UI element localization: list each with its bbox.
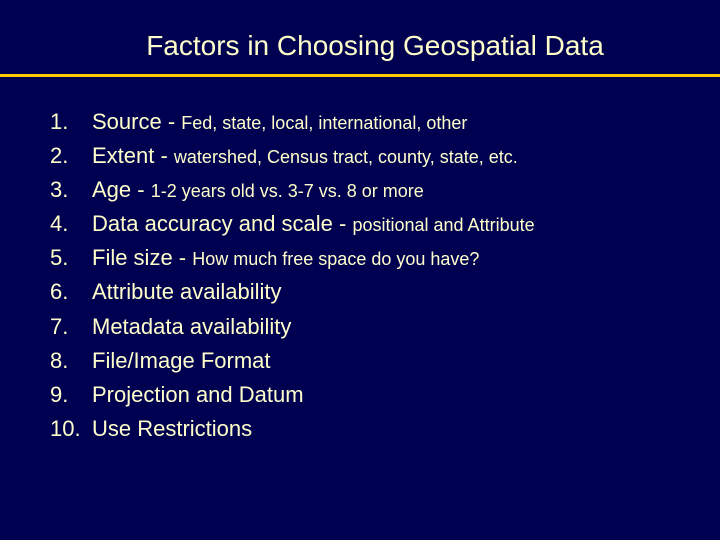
item-number: 10. — [50, 412, 92, 446]
item-content: Metadata availability — [92, 310, 680, 344]
item-main: Projection and Datum — [92, 382, 304, 407]
item-number: 7. — [50, 310, 92, 344]
item-content: File/Image Format — [92, 344, 680, 378]
title-divider — [0, 74, 720, 77]
item-main: File size - — [92, 245, 192, 270]
item-content: Use Restrictions — [92, 412, 680, 446]
list-item: 3. Age - 1-2 years old vs. 3-7 vs. 8 or … — [50, 173, 680, 207]
item-number: 1. — [50, 105, 92, 139]
item-main: Data accuracy and scale - — [92, 211, 352, 236]
item-main: File/Image Format — [92, 348, 271, 373]
item-number: 8. — [50, 344, 92, 378]
item-detail: How much free space do you have? — [192, 249, 479, 269]
item-main: Attribute availability — [92, 279, 282, 304]
list-item: 1. Source - Fed, state, local, internati… — [50, 105, 680, 139]
item-number: 9. — [50, 378, 92, 412]
list-item: 8. File/Image Format — [50, 344, 680, 378]
item-main: Source - — [92, 109, 181, 134]
list-item: 9. Projection and Datum — [50, 378, 680, 412]
item-number: 2. — [50, 139, 92, 173]
list-item: 2. Extent - watershed, Census tract, cou… — [50, 139, 680, 173]
item-main: Metadata availability — [92, 314, 291, 339]
item-number: 6. — [50, 275, 92, 309]
list-item: 4. Data accuracy and scale - positional … — [50, 207, 680, 241]
list-item: 7. Metadata availability — [50, 310, 680, 344]
item-content: Projection and Datum — [92, 378, 680, 412]
item-number: 4. — [50, 207, 92, 241]
list-item: 10. Use Restrictions — [50, 412, 680, 446]
item-content: Extent - watershed, Census tract, county… — [92, 139, 680, 173]
list-item: 5. File size - How much free space do yo… — [50, 241, 680, 275]
item-content: Source - Fed, state, local, internationa… — [92, 105, 680, 139]
item-number: 3. — [50, 173, 92, 207]
factors-list: 1. Source - Fed, state, local, internati… — [50, 105, 680, 446]
item-detail: watershed, Census tract, county, state, … — [174, 147, 518, 167]
list-item: 6. Attribute availability — [50, 275, 680, 309]
item-main: Use Restrictions — [92, 416, 252, 441]
item-detail: 1-2 years old vs. 3-7 vs. 8 or more — [151, 181, 424, 201]
slide: Factors in Choosing Geospatial Data 1. S… — [0, 0, 720, 540]
slide-title: Factors in Choosing Geospatial Data — [50, 30, 680, 62]
item-main: Age - — [92, 177, 151, 202]
item-content: Data accuracy and scale - positional and… — [92, 207, 680, 241]
item-main: Extent - — [92, 143, 174, 168]
item-detail: Fed, state, local, international, other — [181, 113, 467, 133]
item-content: Age - 1-2 years old vs. 3-7 vs. 8 or mor… — [92, 173, 680, 207]
item-content: Attribute availability — [92, 275, 680, 309]
item-detail: positional and Attribute — [352, 215, 534, 235]
item-content: File size - How much free space do you h… — [92, 241, 680, 275]
item-number: 5. — [50, 241, 92, 275]
